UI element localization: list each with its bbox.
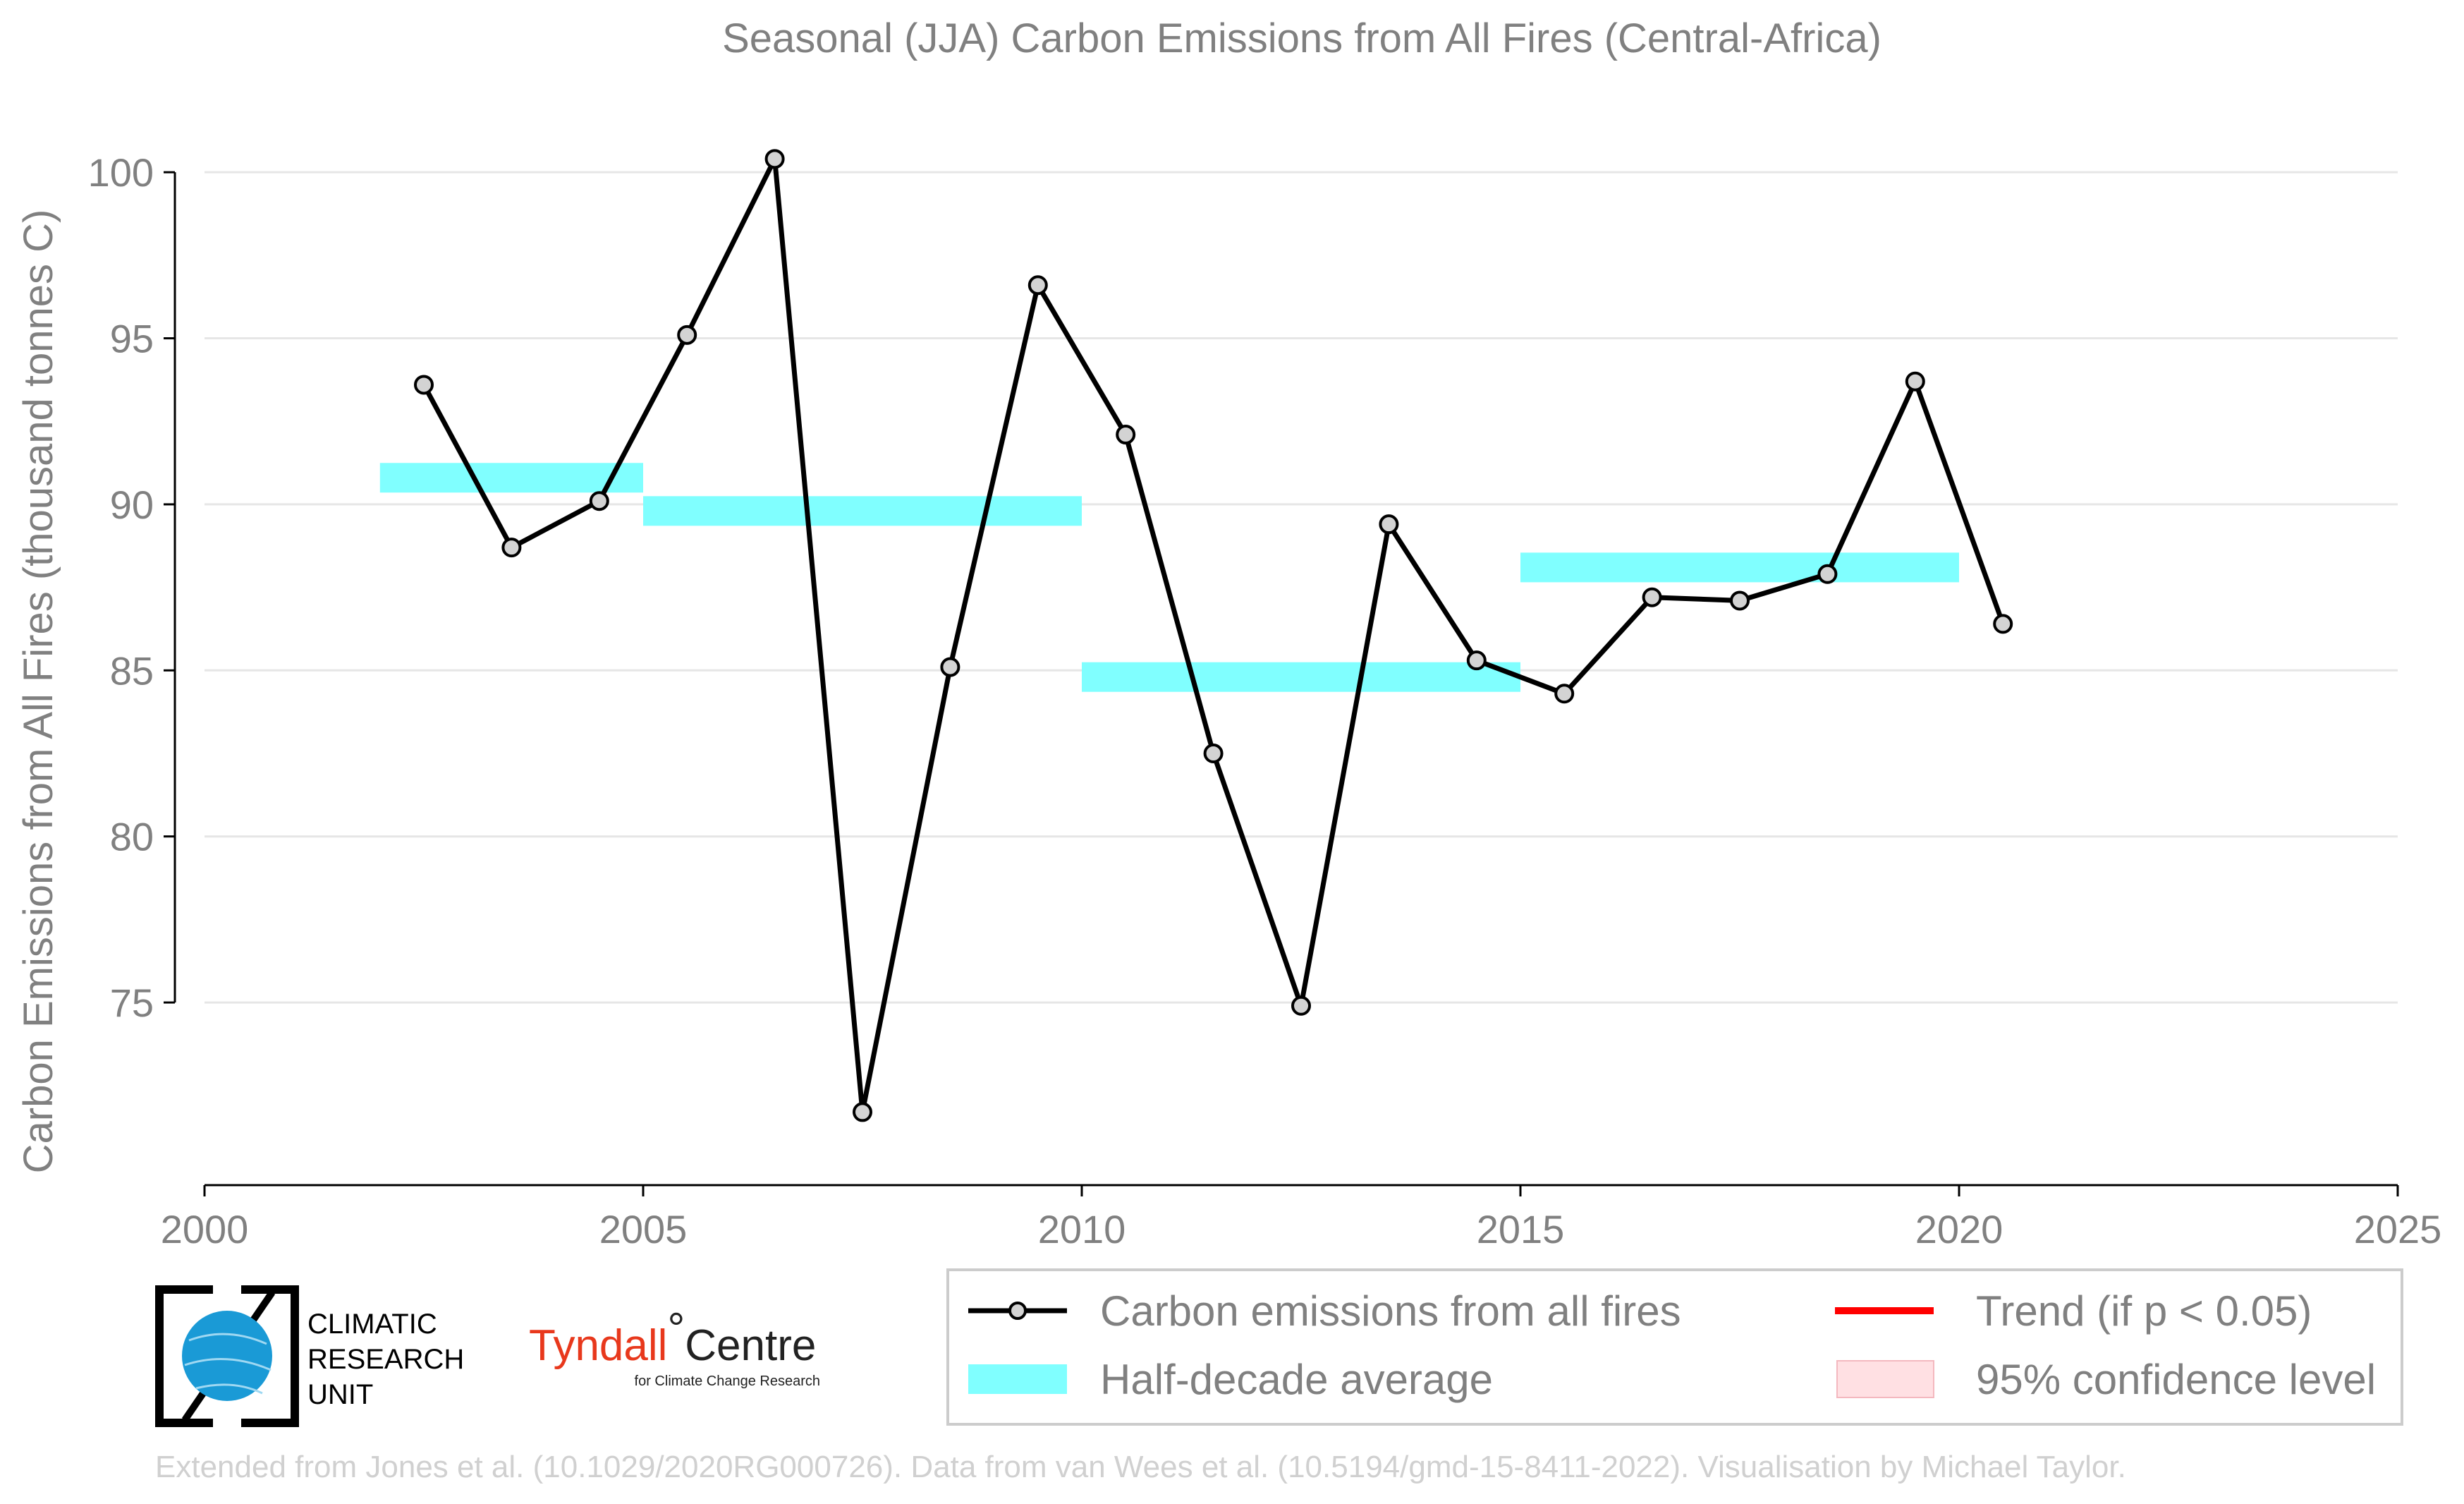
data-point-2011.5: [1203, 744, 1224, 763]
data-point-2004.5: [589, 491, 609, 511]
data-point-2020.5: [1993, 614, 2013, 634]
data-point-2017.5: [1730, 590, 1750, 611]
axes: 75 80 85 90 95 100 2000 2005 2010 2015 2020 2025: [88, 150, 2442, 1251]
y-tick-label-85: 85: [110, 648, 154, 693]
cru-text-line2: RESEARCH: [307, 1344, 464, 1375]
tyndall-subtitle: for Climate Change Research: [635, 1373, 820, 1389]
x-tick-label-2005: 2005: [599, 1207, 688, 1251]
data-point-2016.5: [1642, 587, 1662, 607]
tyndall-black-text: Centre: [685, 1321, 816, 1370]
y-tick-label-80: 80: [110, 815, 154, 859]
data-point-2005.5: [677, 325, 697, 345]
y-tick-label-100: 100: [88, 150, 154, 195]
data-point-2002.5: [414, 375, 434, 395]
legend: Carbon emissions from all fires Trend (i…: [946, 1268, 2403, 1426]
data-point-2008.5: [940, 657, 960, 677]
x-tick-label-2020: 2020: [1915, 1207, 2003, 1251]
data-point-2003.5: [501, 538, 522, 558]
legend-swatch-average: [968, 1364, 1067, 1394]
series-line-0: [421, 156, 2006, 1115]
legend-frame: [946, 1268, 2403, 1426]
data-point-2006.5: [764, 149, 785, 169]
legend-swatch-confidence: [1836, 1360, 1934, 1398]
data-point-2010.5: [1116, 425, 1136, 445]
data-point-2007.5: [853, 1102, 872, 1122]
data-point-2013.5: [1379, 514, 1399, 535]
legend-label-trend: Trend (if p < 0.05): [1976, 1287, 2312, 1335]
x-tick-label-2000: 2000: [161, 1207, 249, 1251]
x-tick-label-2015: 2015: [1477, 1207, 1565, 1251]
tyndall-red-text: Tyndall: [529, 1321, 667, 1370]
half-decade-average-band-3: [1520, 552, 1959, 583]
cru-logo-bracket-right: [241, 1285, 299, 1427]
data-point-2019.5: [1905, 371, 1925, 392]
tyndall-logo: Tyndall°Centre for Climate Change Resear…: [529, 1304, 820, 1389]
data-point-2009.5: [1027, 275, 1048, 296]
grid-lines: [205, 171, 2398, 1004]
chart-title: Seasonal (JJA) Carbon Emissions from All…: [722, 16, 1881, 61]
legend-label-average: Half-decade average: [1100, 1356, 1493, 1403]
data-point-2014.5: [1466, 650, 1487, 671]
half-decade-average-bands: [379, 463, 1959, 692]
cru-logo-bracket-left: [155, 1285, 213, 1427]
x-tick-label-2025: 2025: [2354, 1207, 2442, 1251]
data-point-2015.5: [1554, 684, 1575, 704]
credit-line: Extended from Jones et al. (10.1029/2020…: [155, 1450, 2126, 1484]
half-decade-average-band-2: [1082, 662, 1520, 692]
legend-label-confidence: 95% confidence level: [1976, 1356, 2376, 1403]
data-point-2012.5: [1291, 995, 1311, 1016]
cru-text-line1: CLIMATIC: [307, 1309, 437, 1340]
half-decade-average-band-0: [379, 463, 643, 493]
legend-swatch-marker: [1008, 1302, 1027, 1320]
half-decade-average-band-1: [643, 496, 1082, 526]
tyndall-degree: °: [667, 1304, 685, 1353]
globe-icon-lines: [184, 1333, 272, 1395]
y-tick-label-95: 95: [110, 317, 154, 361]
y-tick-label-75: 75: [110, 981, 154, 1025]
series-carbon-emissions: [414, 149, 2013, 1122]
y-axis-label: Carbon Emissions from All Fires (thousan…: [16, 210, 61, 1174]
cru-text-line3: UNIT: [307, 1379, 373, 1410]
globe-icon: [182, 1311, 272, 1401]
y-tick-label-90: 90: [110, 483, 154, 527]
x-tick-label-2010: 2010: [1038, 1207, 1126, 1251]
legend-label-series: Carbon emissions from all fires: [1100, 1287, 1681, 1335]
cru-logo: CLIMATIC RESEARCH UNIT: [155, 1285, 464, 1427]
tyndall-logo-text: Tyndall°Centre: [529, 1304, 816, 1370]
data-point-2018.5: [1817, 564, 1838, 584]
